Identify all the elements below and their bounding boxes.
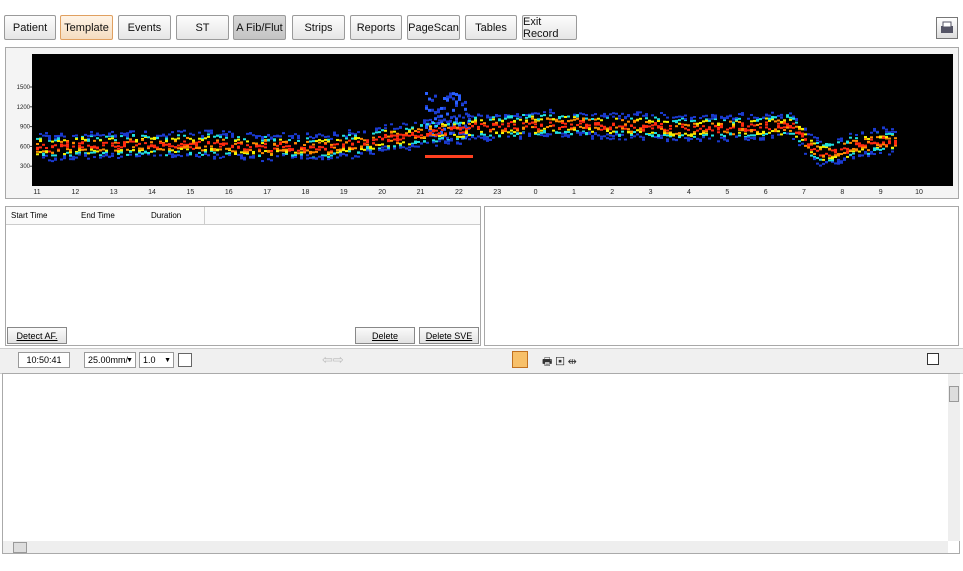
hr-overview-panel — [5, 47, 959, 199]
checkbox[interactable] — [927, 353, 939, 365]
vertical-scrollbar[interactable] — [948, 374, 960, 541]
ecg-strip-frame — [2, 373, 960, 554]
detect-af-button[interactable]: Detect AF. — [7, 327, 67, 344]
event-table: Start Time End Time Duration Detect AF. … — [5, 206, 481, 346]
tab-button[interactable]: Events — [118, 15, 171, 40]
tab-button[interactable]: A Fib/Flut — [233, 15, 286, 40]
tab-button[interactable]: Exit Record — [522, 15, 577, 40]
tab-button[interactable]: Strips — [292, 15, 345, 40]
gain-value: 1.0 — [143, 355, 156, 365]
column-header: Start Time — [11, 211, 48, 220]
tab-button[interactable]: Reports — [350, 15, 402, 40]
time-field[interactable]: 10:50:41 — [18, 352, 70, 368]
delete-button[interactable]: Delete — [355, 327, 415, 344]
tab-button[interactable]: Template — [60, 15, 113, 40]
tab-button[interactable]: PageScan — [407, 15, 460, 40]
nav-arrows[interactable]: ⇦⇨ — [322, 352, 344, 367]
print-button[interactable] — [936, 17, 958, 39]
rr-trend-panel — [484, 206, 959, 346]
print-icons[interactable]: 🖶 ▣ ⇹ — [542, 356, 577, 368]
speed-value: 25.00mm/ — [88, 355, 129, 365]
column-header: End Time — [81, 211, 115, 220]
table-header: Start Time End Time Duration — [6, 207, 480, 225]
column-header: Duration — [151, 211, 182, 220]
tab-button[interactable]: ST — [176, 15, 229, 40]
delete-sve-button[interactable]: Delete SVE — [419, 327, 479, 344]
printer-icon — [941, 21, 953, 33]
tool-icon[interactable] — [512, 351, 528, 368]
tab-button[interactable]: Tables — [465, 15, 517, 40]
horizontal-scrollbar[interactable] — [3, 541, 948, 553]
gain-select[interactable]: 1.0 ▼ — [139, 352, 174, 368]
speed-select[interactable]: 25.00mm/▼ — [84, 352, 136, 368]
list-icon[interactable] — [178, 353, 192, 367]
tab-button[interactable]: Patient — [4, 15, 56, 40]
